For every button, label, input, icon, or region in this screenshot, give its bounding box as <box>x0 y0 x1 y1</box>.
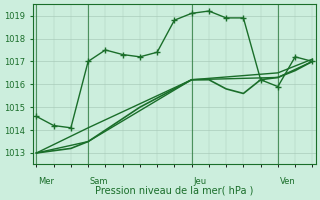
Text: Ven: Ven <box>280 177 295 186</box>
Text: Mer: Mer <box>38 177 54 186</box>
Text: Jeu: Jeu <box>193 177 206 186</box>
X-axis label: Pression niveau de la mer( hPa ): Pression niveau de la mer( hPa ) <box>95 186 253 196</box>
Text: Sam: Sam <box>90 177 108 186</box>
